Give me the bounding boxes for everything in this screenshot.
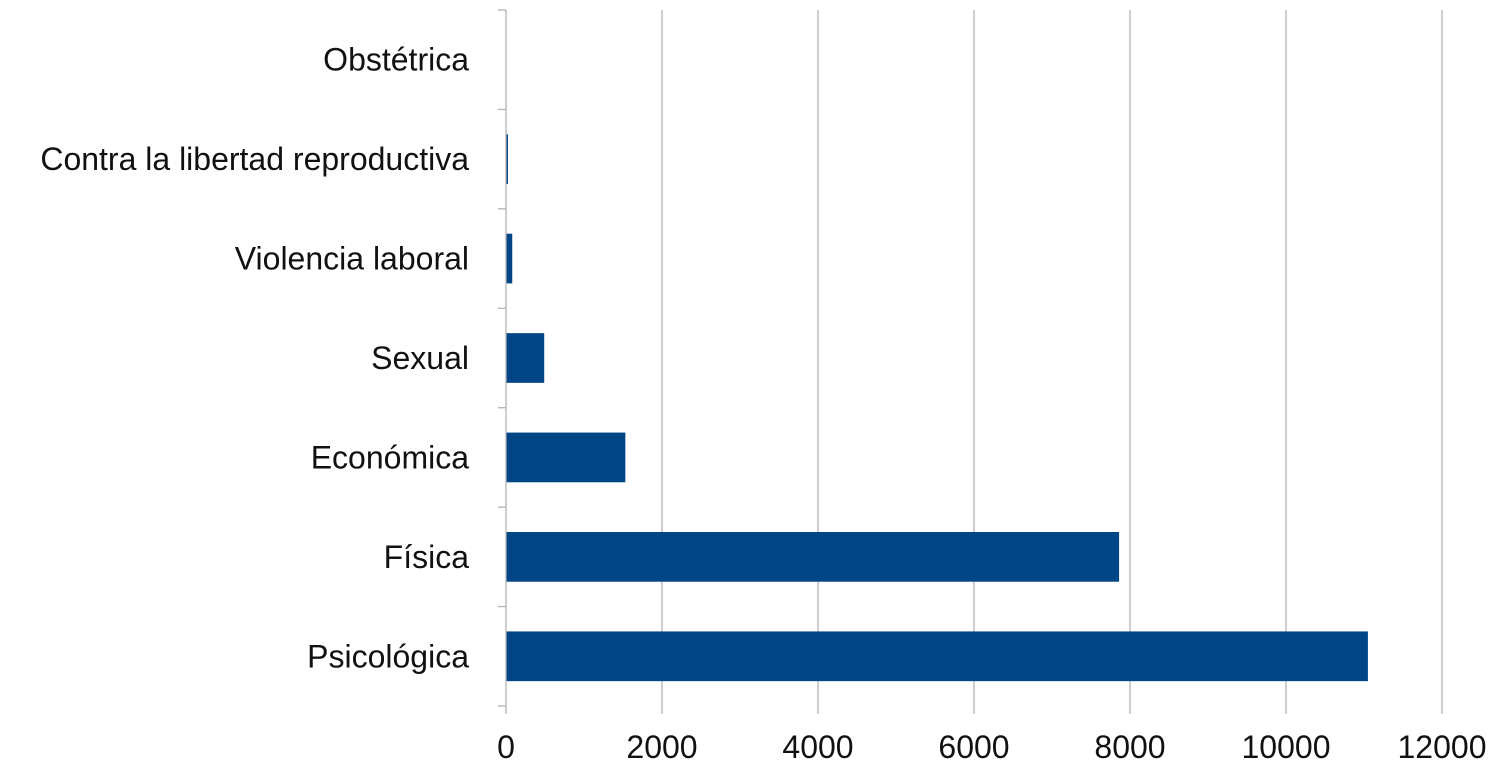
bar	[506, 134, 508, 184]
category-label: Física	[384, 539, 470, 575]
x-tick-label: 8000	[1094, 729, 1165, 765]
x-tick-label: 12000	[1398, 729, 1487, 765]
category-label: Obstétrica	[323, 42, 469, 78]
category-label: Sexual	[371, 340, 469, 376]
x-tick-label: 0	[497, 729, 515, 765]
category-label: Contra la libertad reproductiva	[40, 141, 469, 177]
x-tick-label: 10000	[1242, 729, 1331, 765]
bar	[506, 432, 626, 483]
category-label: Psicológica	[307, 638, 469, 674]
labels: 0 2000 4000 6000 8000 10000 12000 Obstétrica Con…	[40, 42, 1486, 765]
bar	[506, 631, 1368, 682]
x-tick-label: 6000	[938, 729, 1009, 765]
category-label: Económica	[311, 439, 470, 475]
bar	[506, 532, 1120, 582]
bar	[506, 233, 513, 284]
bar	[506, 333, 545, 383]
x-tick-label: 4000	[782, 729, 853, 765]
axes	[498, 9, 1443, 714]
grid-lines	[661, 10, 1443, 706]
category-label: Violencia laboral	[235, 241, 469, 277]
bars	[506, 134, 1368, 682]
x-tick-label: 2000	[626, 729, 697, 765]
